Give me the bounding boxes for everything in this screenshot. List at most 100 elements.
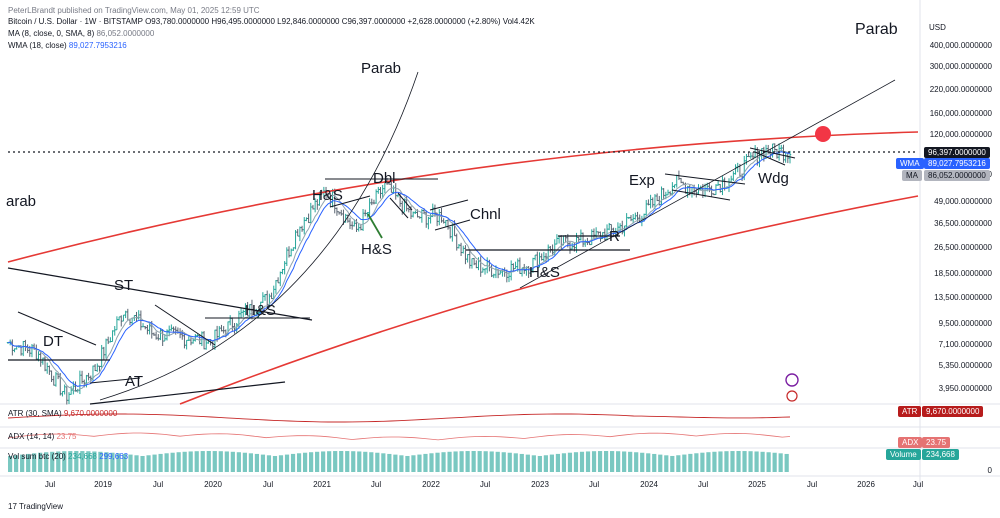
ohlc-bar [43, 356, 47, 372]
ohlc-bar [747, 152, 750, 158]
volume-bar [14, 455, 19, 472]
ohlc-bar [274, 280, 278, 294]
label-parab-mid: Parab [361, 60, 402, 77]
volume-bar [224, 451, 229, 472]
ohlc-bar [211, 340, 214, 350]
time-tick-10: Jul [588, 480, 600, 489]
volume-bar [266, 455, 272, 472]
label-parab-left: arab [6, 193, 37, 210]
ohlc-bar [100, 344, 103, 368]
time-tick-4: Jul [262, 480, 274, 489]
ohlc-bar [340, 209, 343, 216]
ohlc-bar [235, 323, 238, 333]
volume-bar [284, 454, 290, 472]
ohlc-bar [35, 344, 38, 361]
volume-bar [658, 454, 663, 472]
dt-downtrend [17, 311, 97, 346]
ohlc-bar [483, 268, 487, 275]
volume-bar [441, 452, 446, 472]
price-tick-7: 36,500.0000000 [934, 218, 992, 228]
tradingview-logo[interactable]: 17 TradingView [8, 502, 63, 511]
volume-bar [634, 452, 639, 472]
ohlc-bar [194, 333, 197, 342]
ohlc-bar [438, 209, 441, 226]
volume-bar [579, 451, 585, 472]
volume-bar [230, 451, 235, 472]
ohlc-bar [729, 175, 733, 183]
volume-bar [140, 455, 145, 472]
time-tick-13: 2025 [748, 480, 766, 489]
volume-legend-value-1: 234,668 [68, 452, 97, 461]
ohlc-bar [146, 324, 149, 335]
volume-bar [272, 455, 278, 472]
volume-bar [194, 451, 199, 472]
atr-legend-value: 9,670.0000000 [63, 409, 118, 418]
ohlc-bar [464, 245, 467, 265]
ohlc-bar [152, 332, 156, 336]
volume-bar [80, 451, 85, 472]
adx-value-tag: 23.75 [922, 437, 951, 448]
price-tick-4: 120,000.0000000 [929, 130, 992, 140]
wdg-upper [749, 147, 796, 159]
ohlc-bar [629, 215, 633, 222]
ohlc-bar [590, 229, 593, 246]
wma-line [7, 151, 791, 387]
ohlc-bar [557, 235, 561, 244]
ohlc-bar [350, 221, 354, 230]
ohlc-bar [93, 364, 97, 372]
ohlc-bar [218, 326, 221, 340]
time-tick-0: Jul [44, 480, 56, 489]
volume-bar [363, 451, 368, 472]
ohlc-bar [292, 247, 295, 252]
ohlc-bar [24, 339, 27, 352]
ohlc-bar [159, 328, 162, 341]
ohlc-bar [468, 250, 471, 269]
volume-bar [254, 453, 260, 472]
chnl-upper [429, 199, 469, 211]
ohlc-bar [732, 171, 735, 182]
volume-bar [32, 453, 37, 472]
volume-bar [26, 453, 31, 472]
volume-bar [62, 451, 67, 472]
volume-bar [345, 451, 350, 472]
ma-legend-label: MA (8, close, 0, SMA, 8) [8, 29, 95, 38]
ohlc-bar [30, 344, 34, 358]
volume-bar [122, 453, 127, 472]
ohlc-bar [675, 174, 678, 188]
time-tick-5: 2021 [313, 480, 331, 489]
volume-bar [453, 451, 458, 472]
volume-bar [399, 455, 404, 472]
price-tick-2: 220,000.0000000 [929, 85, 992, 95]
tradingview-logo-icon: 17 [8, 502, 17, 511]
ohlc-bar [459, 242, 463, 257]
volume-bar [670, 455, 675, 472]
time-tick-8: Jul [479, 480, 491, 489]
ohlc-bar [568, 241, 572, 254]
volume-bar [640, 452, 645, 472]
ohlc-bar [518, 257, 522, 274]
ohlc-bar [734, 164, 737, 175]
currency-label[interactable]: USD [929, 23, 946, 32]
ohlc-bar [289, 248, 293, 257]
volume-bar [573, 452, 579, 472]
volume-tag-label: Volume [886, 449, 921, 460]
ohlc-bar [279, 271, 282, 287]
volume-bar [176, 452, 181, 472]
volume-bar [158, 453, 163, 472]
price-tick-6: 49,000.0000000 [934, 196, 992, 206]
ohlc-bar [679, 178, 683, 184]
ohlc-bar [359, 224, 363, 231]
ohlc-bar [414, 210, 417, 215]
volume-bar [459, 451, 464, 472]
price-tick-1: 300,000.0000000 [929, 62, 992, 72]
volume-bar [742, 451, 747, 472]
volume-bar [784, 453, 789, 472]
lower-red-curve [179, 195, 919, 405]
ohlc-bar [420, 209, 424, 223]
volume-bar [98, 451, 103, 472]
label-dbl: Dbl [373, 170, 396, 187]
ohlc-bar [305, 217, 308, 222]
volume-bar [682, 454, 687, 472]
ohlc-bar [263, 294, 267, 301]
